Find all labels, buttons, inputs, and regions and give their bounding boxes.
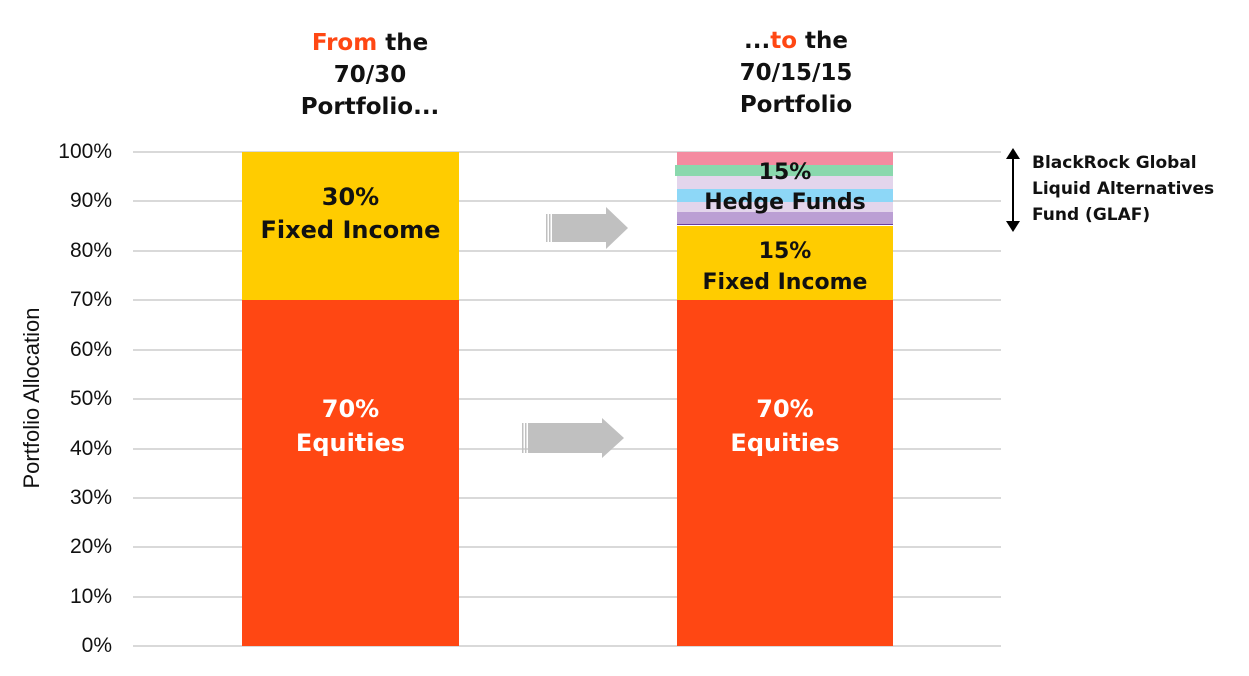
left-bar-fixed-income: [242, 152, 459, 300]
gridline-70: [133, 299, 1001, 301]
y-tick: 0%: [81, 634, 112, 657]
right-hedge-funds-label: 15% Hedge Funds: [704, 160, 866, 215]
y-tick: 90%: [69, 189, 112, 212]
y-tick: 40%: [69, 437, 112, 460]
gridline-50: [133, 398, 1001, 400]
left-equities-label: 70% Equities: [295, 395, 406, 457]
arrow-right-icon: [522, 418, 624, 458]
right-bar-hedge-lavender-2: [677, 202, 893, 212]
right-bar-hedge-lavender: [677, 176, 893, 189]
right-bar-hedge-blue: [677, 189, 893, 202]
double-arrow-icon: [1006, 148, 1020, 232]
right-bar-hedge-purple: [677, 212, 893, 225]
gridline-100: [133, 151, 1001, 153]
arrow-right-icon: [546, 207, 628, 249]
gridline-80: [133, 250, 1001, 252]
left-bar-title: From the 70/30 Portfolio...: [300, 30, 440, 120]
gridline-0: [133, 645, 1001, 647]
right-bar-title: ...to the 70/15/15 Portfolio: [739, 28, 853, 118]
left-fixed-income-label: 30% Fixed Income: [260, 183, 441, 244]
y-tick: 10%: [69, 585, 112, 608]
right-fixed-income-label: 15% Fixed Income: [702, 239, 868, 295]
glaf-annotation: BlackRock Global Liquid Alternatives Fun…: [1032, 153, 1215, 225]
gridline-90: [133, 200, 1001, 202]
right-bar-hedge-green: [675, 165, 893, 176]
gridline-20: [133, 546, 1001, 548]
y-tick: 50%: [69, 387, 112, 410]
gridline-60: [133, 349, 1001, 351]
right-bar-equities: [677, 300, 893, 646]
y-tick: 70%: [69, 288, 112, 311]
y-tick: 100%: [58, 140, 112, 163]
y-tick: 20%: [69, 535, 112, 558]
y-tick: 30%: [69, 486, 112, 509]
title-accent-from: From: [311, 30, 378, 56]
left-bar-equities: [242, 300, 459, 646]
right-bar-hedge-pink: [677, 152, 893, 165]
gridline-10: [133, 596, 1001, 598]
title-accent-to: to: [770, 28, 798, 54]
right-bar-fixed-income: [677, 226, 893, 300]
right-equities-label: 70% Equities: [730, 395, 840, 457]
y-tick: 80%: [69, 239, 112, 262]
gridline-30: [133, 497, 1001, 499]
y-tick: 60%: [69, 338, 112, 361]
